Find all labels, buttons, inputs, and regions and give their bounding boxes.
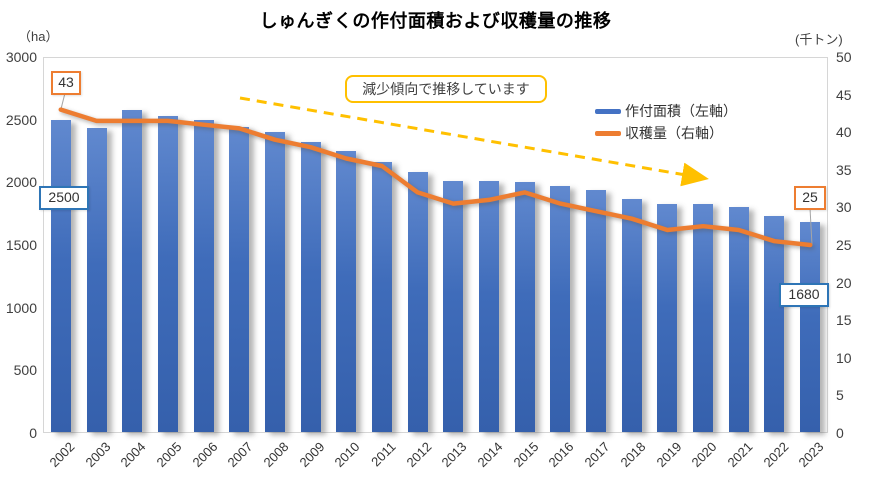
x-tick-label-2002: 2002 — [46, 439, 78, 471]
harvest-series-swatch — [595, 130, 621, 136]
callout-area-last: 1680 — [779, 283, 829, 307]
callout-area-first: 2500 — [39, 186, 89, 210]
bar-2016 — [550, 186, 571, 432]
y-left-tick-label: 1500 — [5, 237, 37, 253]
bar-2020 — [693, 203, 714, 432]
x-tick-label-2020: 2020 — [688, 439, 720, 471]
x-tick-label-2011: 2011 — [368, 439, 399, 470]
bar-2009 — [300, 142, 321, 432]
bar-2005 — [157, 115, 178, 432]
bar-2012 — [407, 172, 428, 432]
callout-leader-line — [60, 92, 66, 110]
y-right-tick-label: 50 — [836, 49, 852, 65]
y-left-tick-label: 3000 — [5, 49, 37, 65]
bar-2015 — [514, 182, 535, 432]
bar-2013 — [443, 181, 464, 432]
x-tick-label-2009: 2009 — [296, 439, 328, 471]
x-tick-label-2022: 2022 — [760, 439, 792, 471]
x-tick-label-2016: 2016 — [545, 439, 577, 471]
x-tick-label-2015: 2015 — [510, 439, 542, 471]
x-tick-label-2023: 2023 — [795, 439, 827, 471]
declining-trend-arrow — [239, 96, 709, 187]
bar-2021 — [728, 207, 749, 432]
y-left-tick-label: 1000 — [5, 299, 37, 316]
bar-2022 — [764, 216, 785, 432]
line-and-arrow-overlay — [58, 92, 813, 248]
x-tick-label-2013: 2013 — [438, 439, 470, 471]
legend-item-area[interactable]: 作付面積（左軸） — [595, 100, 737, 122]
area-series-swatch — [595, 108, 621, 114]
legend-label-harvest: 収穫量（右軸） — [625, 125, 723, 141]
y-left-tick-label: 500 — [13, 362, 37, 379]
x-tick-label-2019: 2019 — [652, 439, 685, 471]
x-tick-label-2014: 2014 — [474, 439, 506, 471]
x-tick-label-2010: 2010 — [331, 439, 363, 471]
x-tick-label-2005: 2005 — [153, 439, 185, 471]
legend-item-harvest[interactable]: 収穫量（右軸） — [595, 122, 737, 144]
legend: 作付面積（左軸） 収穫量（右軸） — [595, 100, 737, 144]
bar-2008 — [264, 132, 285, 432]
bar-2011 — [371, 162, 392, 432]
callout-leader-line — [809, 207, 813, 246]
y-right-tick-label: 30 — [836, 199, 852, 216]
x-tick-label-2003: 2003 — [82, 439, 114, 471]
x-tick-label-2006: 2006 — [189, 439, 221, 471]
x-tick-label-2012: 2012 — [403, 439, 435, 471]
x-tick-label-2007: 2007 — [224, 439, 256, 471]
x-tick-label-2021: 2021 — [724, 439, 756, 471]
bar-2019 — [657, 203, 678, 432]
callout-harvest-last: 25 — [794, 186, 826, 210]
bar-2018 — [621, 198, 642, 432]
chart-title: しゅんぎくの作付面積および収穫量の推移 — [259, 11, 612, 31]
right-axis-unit-label: (千トン) — [795, 32, 843, 47]
y-right-tick-label: 15 — [836, 312, 852, 329]
y-right-tick-label: 5 — [836, 387, 844, 404]
callout-harvest-first: 43 — [51, 71, 81, 95]
bar-2017 — [586, 189, 607, 432]
left-axis-unit-label: （ha） — [18, 29, 59, 44]
harvest-line — [58, 107, 813, 248]
y-right-tick-label: 20 — [836, 274, 852, 291]
bar-2004 — [122, 109, 143, 432]
x-tick-label-2004: 2004 — [117, 439, 149, 471]
y-right-tick-label: 45 — [836, 86, 852, 103]
trend-annotation-box: 減少傾向で推移しています — [345, 75, 547, 103]
y-right-tick-label: 0 — [836, 425, 844, 441]
bar-2010 — [336, 151, 357, 432]
bar-2007 — [229, 127, 250, 432]
y-right-tick-label: 35 — [836, 161, 852, 178]
x-tick-label-2008: 2008 — [260, 439, 292, 471]
y-left-tick-label: 0 — [29, 425, 37, 441]
legend-label-area: 作付面積（左軸） — [625, 103, 737, 119]
x-tick-label-2018: 2018 — [617, 439, 649, 471]
bar-2006 — [193, 119, 214, 432]
x-tick-label-2017: 2017 — [581, 439, 613, 471]
y-left-tick-label: 2500 — [5, 111, 37, 128]
y-left-tick-label: 2000 — [5, 174, 37, 191]
y-right-tick-label: 25 — [836, 237, 852, 253]
y-right-tick-label: 40 — [836, 124, 852, 141]
bar-2023 — [800, 222, 821, 432]
y-right-tick-label: 10 — [836, 349, 852, 366]
bar-2014 — [479, 181, 500, 432]
bar-2003 — [86, 128, 107, 432]
